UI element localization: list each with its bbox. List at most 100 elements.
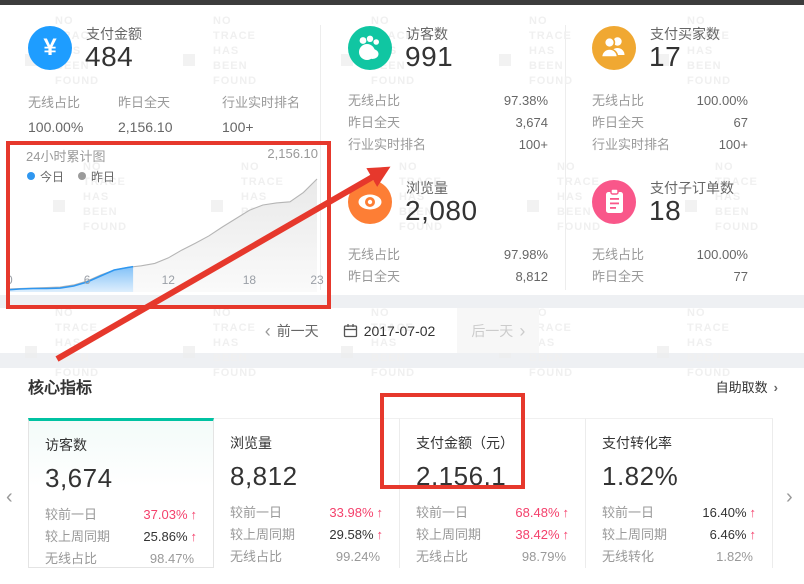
calendar-icon [343,324,357,338]
card-title: 支付子订单数 [650,180,734,196]
top-dark-bar [0,0,804,5]
metric-tab-pay-amount[interactable]: 支付金额（元） 2,156.1 较前一日 68.48% ↑ 较上周同期 38.42% ↑… [400,418,586,568]
metric-tab-pageviews[interactable]: 浏览量 8,812 较前一日 33.98% ↑ 较上周同期 29.58% ↑ 无线占比 9… [214,418,400,568]
metric-title: 支付金额（元） [416,435,514,451]
next-day-button[interactable]: 后一天 › [457,308,540,353]
stat-label: 昨日全天 [118,95,171,110]
prev-day-label: 前一天 [276,322,319,339]
eye-icon [348,180,392,224]
row-label: 无线占比 [45,551,98,566]
metric-title: 浏览量 [230,435,272,451]
card-title: 支付买家数 [650,26,720,42]
footprint-icon [348,26,392,70]
summary-card-visitors[interactable]: 访客数 991 无线占比 97.38% 昨日全天 3,674 行业实时排名 100+ [348,24,548,154]
row-value: 38.42% [515,527,560,542]
stat-value: 97.98% [503,247,548,262]
date-picker[interactable]: 2017-07-02 [343,322,436,339]
row-value: 6.46% [709,527,747,542]
row-label: 较上周同期 [45,529,111,544]
card-value: 484 [85,41,134,72]
row-label: 较上周同期 [230,527,296,542]
metric-value: 3,674 [45,463,113,493]
next-day-label: 后一天 [471,322,514,339]
stat-label: 行业实时排名 [222,95,301,110]
card-title: 支付金额 [86,26,142,42]
row-label: 较前一日 [416,505,469,520]
stat-value: 100+ [222,119,254,135]
summary-card-pageviews[interactable]: 浏览量 2,080 无线占比 97.98% 昨日全天 8,812 [348,178,548,288]
stat-label: 无线占比 [348,247,401,262]
buyers-icon [592,26,636,70]
up-arrow-icon: ↑ [376,505,384,520]
stat-label: 昨日全天 [348,269,401,284]
up-arrow-icon: ↑ [190,507,198,522]
stat-value: 100+ [518,137,548,152]
summary-card-pay-suborders[interactable]: 支付子订单数 18 无线占比 100.00% 昨日全天 77 [592,178,748,288]
up-arrow-icon: ↑ [749,527,757,542]
stat-value: 2,156.10 [118,119,173,135]
stat-value: 100.00% [696,247,748,262]
card-title: 访客数 [406,26,448,42]
card-title: 浏览量 [406,180,448,196]
row-label: 较前一日 [602,505,655,520]
stat-value: 100.00% [696,93,748,108]
stat-value: 77 [733,269,748,284]
card-value: 17 [649,41,682,72]
metric-title: 访客数 [45,437,87,453]
svg-text:23: 23 [310,273,324,287]
metric-value: 8,812 [230,461,298,491]
chevron-right-icon: › [519,320,526,341]
stat-value: 97.38% [503,93,548,108]
prev-day-button[interactable]: ‹ 前一天 [265,321,319,341]
stat-value: 67 [733,115,748,130]
svg-text:12: 12 [162,273,176,287]
up-arrow-icon: ↑ [190,529,198,544]
card-value: 991 [405,41,454,72]
row-value: 68.48% [515,505,560,520]
metric-value: 1.82% [602,461,679,491]
chevron-right-icon: › [773,380,778,395]
self-service-data-link[interactable]: 自助取数 › [715,380,778,395]
summary-card-pay-amount[interactable]: ¥ 支付金额 484 无线占比 100.00% 昨日全天 2,156.10 行业… [28,24,320,144]
row-value: 29.58% [329,527,374,542]
up-arrow-icon: ↑ [562,527,570,542]
carousel-left-button[interactable]: ‹ [6,486,13,508]
yen-icon: ¥ [28,26,72,70]
stat-label: 无线占比 [348,93,401,108]
row-label: 无线占比 [230,549,283,564]
metric-tab-pay-conversion[interactable]: 支付转化率 1.82% 较前一日 16.40% ↑ 较上周同期 6.46% ↑ 无线转化… [586,418,773,568]
row-label: 较上周同期 [602,527,668,542]
chevron-left-icon: ‹ [264,320,271,341]
card-value: 2,080 [405,195,478,226]
date-nav: ‹ 前一天 2017-07-02 后一天 › [0,308,804,353]
up-arrow-icon: ↑ [562,505,570,520]
stat-value: 3,674 [515,115,548,130]
carousel-right-button[interactable]: › [786,486,793,508]
up-arrow-icon: ↑ [749,505,757,520]
row-label: 较前一日 [230,505,283,520]
metric-value: 2,156.1 [416,461,507,491]
stat-label: 行业实时排名 [348,137,427,152]
row-value: 25.86% [143,529,188,544]
svg-text:0: 0 [6,273,13,287]
row-value: 1.82% [716,549,753,564]
row-value: 16.40% [702,505,747,520]
stat-label: 昨日全天 [592,115,645,130]
row-label: 较前一日 [45,507,98,522]
stat-value: 8,812 [515,269,548,284]
stat-value: 100+ [718,137,748,152]
row-value: 99.24% [335,549,380,564]
row-value: 33.98% [329,505,374,520]
metric-tab-visitors[interactable]: 访客数 3,674 较前一日 37.03% ↑ 较上周同期 25.86% ↑ 无线占比 9… [28,418,214,568]
up-arrow-icon: ↑ [376,527,384,542]
core-metrics-heading: 核心指标 [28,380,93,397]
stat-label: 昨日全天 [592,269,645,284]
stat-label: 无线占比 [592,247,645,262]
svg-text:18: 18 [243,273,257,287]
current-date: 2017-07-02 [363,322,436,339]
summary-card-pay-buyers[interactable]: 支付买家数 17 无线占比 100.00% 昨日全天 67 行业实时排名 100+ [592,24,748,154]
stat-label: 昨日全天 [348,115,401,130]
stat-label: 行业实时排名 [592,137,671,152]
row-label: 无线转化 [602,549,655,564]
